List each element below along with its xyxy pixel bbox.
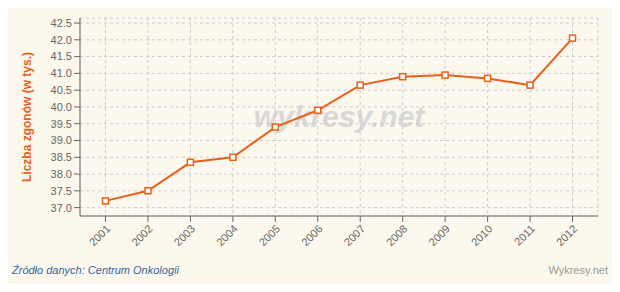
html-text:Wykresy.net: Wykresy.net bbox=[548, 264, 608, 276]
html-text:Źródło danych: Centrum Onkolog: Źródło danych: Centrum Onkologii bbox=[12, 264, 179, 276]
svg-text:2008: 2008 bbox=[384, 222, 410, 248]
svg-text:2005: 2005 bbox=[256, 222, 282, 248]
svg-text:41.0: 41.0 bbox=[51, 67, 72, 79]
svg-text:2002: 2002 bbox=[129, 222, 155, 248]
svg-text:39.0: 39.0 bbox=[51, 134, 72, 146]
svg-text:42.5: 42.5 bbox=[51, 17, 72, 29]
svg-text:37.0: 37.0 bbox=[51, 202, 72, 214]
html-text:wykresy.net: wykresy.net bbox=[253, 100, 425, 133]
svg-text:41.5: 41.5 bbox=[51, 50, 72, 62]
svg-text:Liczba zgonów (w tys.): Liczba zgonów (w tys.) bbox=[20, 52, 34, 182]
svg-text:42.0: 42.0 bbox=[51, 34, 72, 46]
svg-text:2006: 2006 bbox=[299, 222, 325, 248]
svg-text:2003: 2003 bbox=[172, 222, 198, 248]
svg-text:38.5: 38.5 bbox=[51, 151, 72, 163]
svg-text:39.5: 39.5 bbox=[51, 118, 72, 130]
svg-text:40.5: 40.5 bbox=[51, 84, 72, 96]
svg-text:2009: 2009 bbox=[426, 222, 452, 248]
svg-text:2012: 2012 bbox=[554, 222, 580, 248]
svg-text:2004: 2004 bbox=[214, 222, 240, 248]
svg-text:40.0: 40.0 bbox=[51, 101, 72, 113]
svg-text:38.0: 38.0 bbox=[51, 168, 72, 180]
svg-text:2001: 2001 bbox=[87, 222, 113, 248]
svg-text:2011: 2011 bbox=[512, 222, 537, 247]
svg-text:2010: 2010 bbox=[469, 222, 495, 248]
svg-text:2007: 2007 bbox=[341, 222, 367, 248]
svg-text:37.5: 37.5 bbox=[51, 185, 72, 197]
